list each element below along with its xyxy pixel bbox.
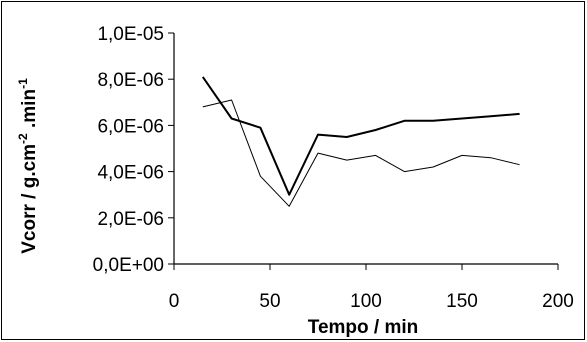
x-tick-label: 200 <box>542 291 574 312</box>
y-tick-label: 4,0E-06 <box>97 163 164 184</box>
y-tick-label: 8,0E-06 <box>97 70 164 91</box>
y-tick-label: 0,0E+00 <box>93 255 164 276</box>
y-tick-label: 1,0E-05 <box>97 24 164 45</box>
y-tick-label: 2,0E-06 <box>97 209 164 230</box>
x-tick-label: 50 <box>259 291 280 312</box>
y-axis-title-middle: .min <box>19 89 40 133</box>
series-line-1 <box>201 76 520 196</box>
series-group <box>201 76 520 207</box>
y-axis-title-sup2: -1 <box>16 78 30 89</box>
x-tick-label: 100 <box>350 291 382 312</box>
x-tick-label: 0 <box>169 291 180 312</box>
y-axis-title: Vcorr / g.cm-2 .min-1 <box>16 78 40 254</box>
ticks: 0,0E+00 2,0E-06 4,0E-06 6,0E-06 8,0E-06 1,0E-… <box>93 24 574 312</box>
y-axis-title-sup1: -2 <box>16 133 30 144</box>
axes <box>173 33 558 265</box>
x-axis-title: Tempo / min <box>308 317 418 338</box>
series-line-2 <box>202 99 520 207</box>
x-tick-label: 150 <box>446 291 478 312</box>
y-tick-label: 6,0E-06 <box>97 116 164 137</box>
y-axis-title-prefix: Vcorr / g.cm <box>19 144 40 254</box>
